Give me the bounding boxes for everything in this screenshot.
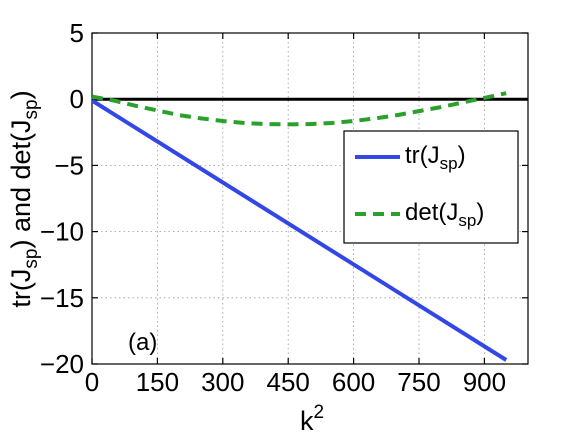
legend-label-det-sub: sp	[458, 211, 476, 230]
legend-box	[343, 130, 519, 244]
plot-frame	[91, 32, 529, 365]
x-tick-label: 450	[267, 367, 310, 397]
y-axis-title-middle: ) and det(J	[6, 119, 36, 248]
y-axis-title-prefix: tr(J	[6, 269, 36, 308]
legend-label-tr: tr(Jsp)	[405, 142, 466, 173]
legend-label-det: det(Jsp)	[405, 199, 484, 230]
panel-label: (a)	[128, 329, 157, 356]
y-tick-label: 0	[70, 84, 84, 114]
series-line-det	[91, 91, 507, 127]
y-tick-label: 5	[70, 18, 84, 48]
y-tick-label: −20	[40, 349, 84, 379]
legend-label-det-base: det(J	[405, 199, 458, 226]
legend: tr(Jsp) det(Jsp)	[343, 130, 519, 244]
y-tick-label: −15	[40, 283, 84, 313]
x-tick-label: 600	[332, 367, 375, 397]
x-tick-label: 0	[85, 367, 99, 397]
tick-labels: 0 150 300 450 600 750 900 5 0 −5 −10 −15 −20	[40, 18, 506, 397]
x-axis-title: k2	[300, 402, 324, 436]
y-axis-title-sub2: sp	[21, 99, 42, 119]
x-tick-label: 750	[397, 367, 440, 397]
y-axis-title: tr(Jsp) and det(Jsp)	[6, 90, 42, 307]
legend-label-tr-base: tr(J	[405, 142, 440, 169]
series-line-tr	[90, 98, 508, 362]
x-tick-label: 900	[463, 367, 506, 397]
y-tick-label: −5	[54, 150, 84, 180]
legend-label-det-end: )	[476, 199, 484, 226]
series-layer	[90, 91, 508, 362]
y-axis-title-suffix: )	[6, 90, 36, 99]
x-tick-label: 150	[136, 367, 179, 397]
y-axis-title-sub1: sp	[21, 249, 42, 269]
legend-label-tr-end: )	[458, 142, 466, 169]
legend-label-tr-sub: sp	[440, 154, 458, 173]
x-axis-title-sup: 2	[313, 402, 324, 423]
x-tick-label: 300	[201, 367, 244, 397]
x-axis-title-base: k	[300, 406, 314, 436]
y-tick-label: −10	[40, 217, 84, 247]
